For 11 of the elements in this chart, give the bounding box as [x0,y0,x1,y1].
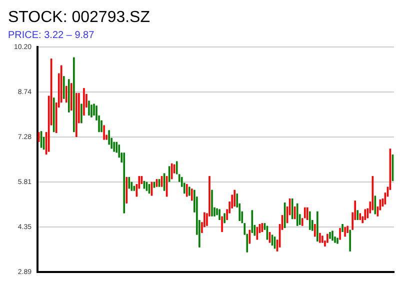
candlestick [186,184,188,198]
candlestick [309,211,311,230]
candlestick [62,76,65,100]
candlestick [88,100,90,116]
candlestick [349,229,351,252]
candlestick [108,130,110,146]
chart-subtitle: PRICE: 3.22 – 9.87 [8,30,95,41]
candlestick [90,104,92,118]
candlestick [314,224,316,238]
chart-title: STOCK: 002793.SZ [8,9,150,26]
candlestick [103,124,105,140]
